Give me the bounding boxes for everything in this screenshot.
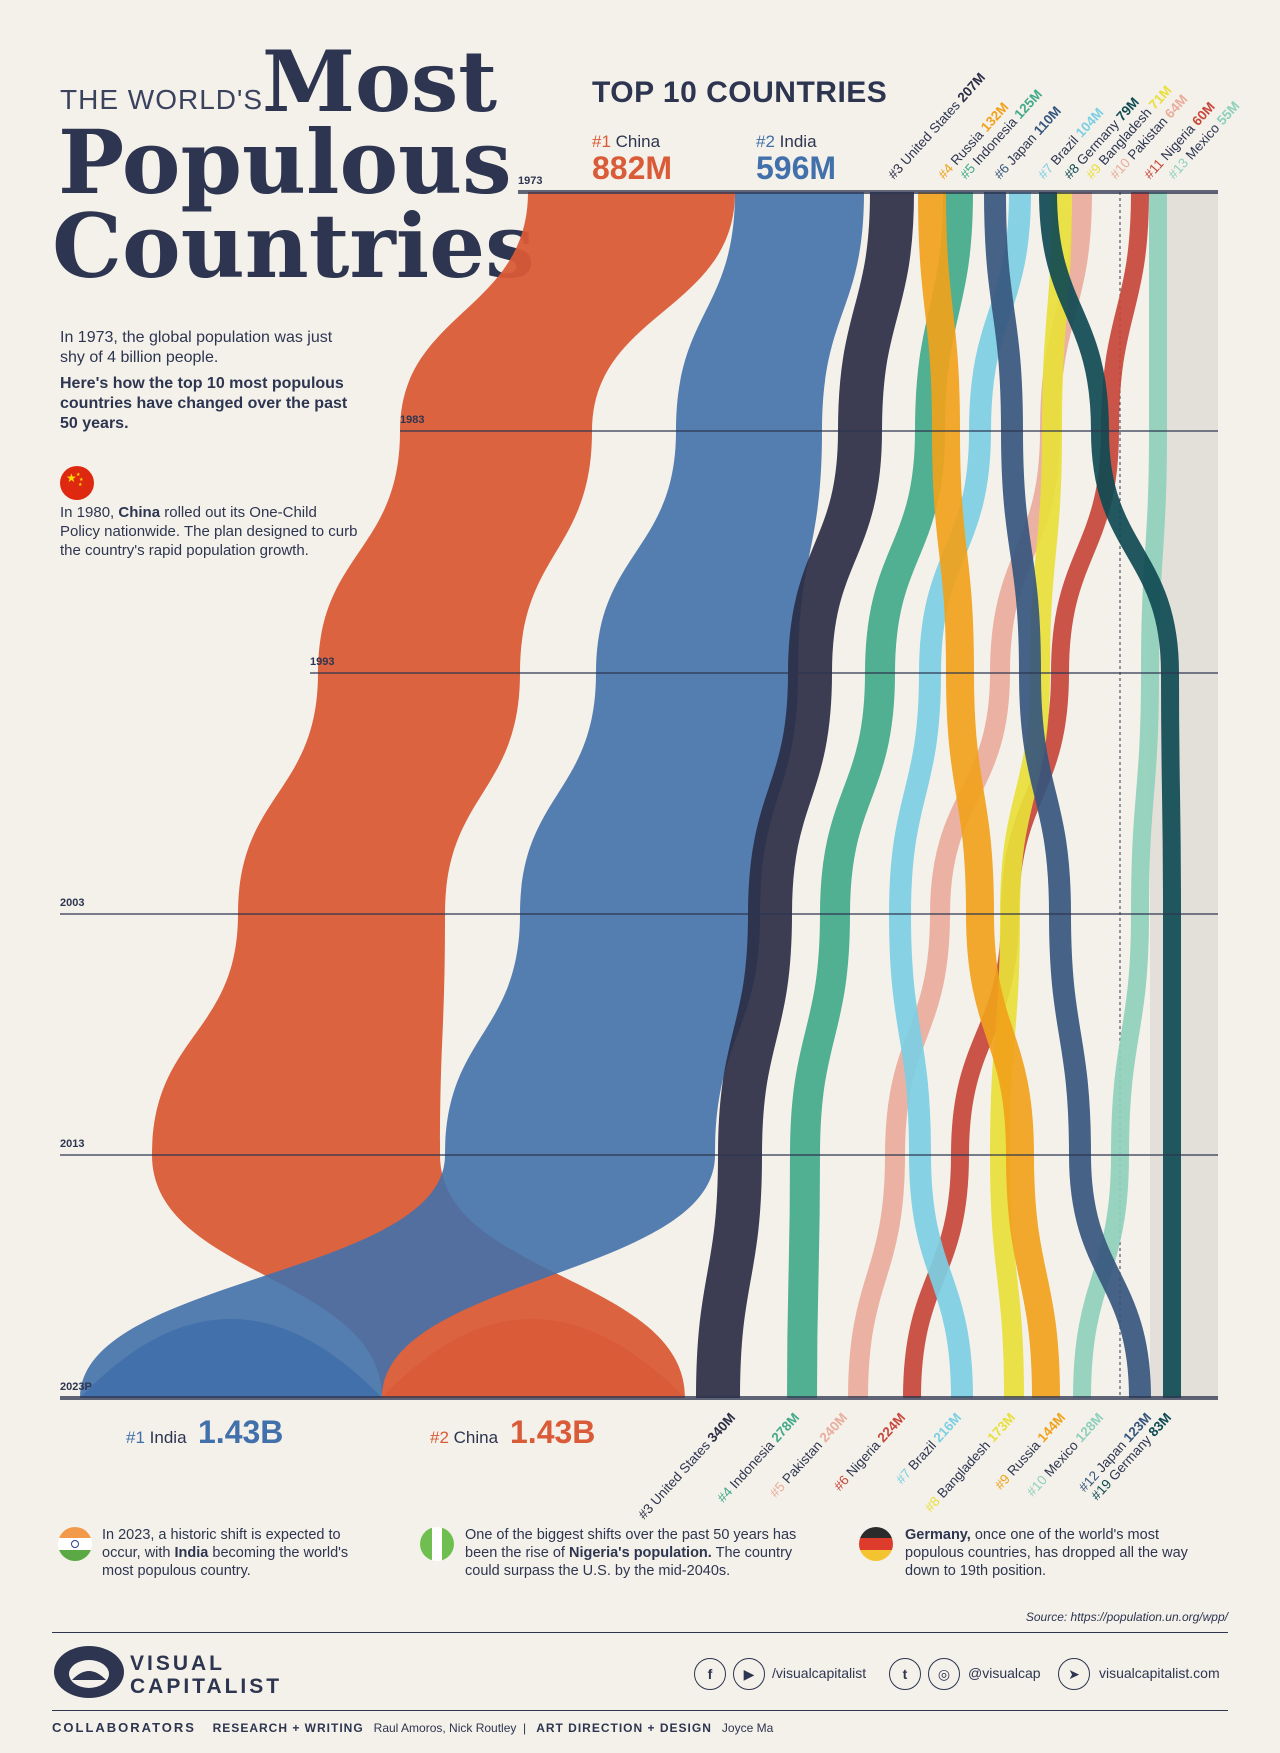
title-populous: Populous [58,110,512,214]
note-germany: Germany, once one of the world's most po… [905,1527,1188,1579]
vc-logo-text[interactable]: VISUAL CAPITALIST [130,1652,283,1698]
ribbon-mexico [1073,192,1167,1399]
start-rank-2: #2 India [756,132,817,151]
china-policy-note: In 1980, China rolled out its One-Child … [60,504,358,559]
china-end-mound [382,1319,685,1398]
note-nigeria: One of the biggest shifts over the past … [465,1527,797,1579]
youtube-icon[interactable]: ▶ [733,1658,765,1690]
svg-text:★: ★ [78,482,83,488]
china-flag-icon: ★ ★ ★ ★ [60,466,94,500]
india-flag-icon [58,1527,92,1561]
year-label-1993: 1993 [310,656,334,668]
twitter-handle-link[interactable]: @visualcap [968,1665,1041,1681]
credits-divider [52,1710,1228,1711]
start-rank-1: #1 China [592,132,661,151]
facebook-icon[interactable]: f [694,1658,726,1690]
ribbon-indonesia [787,191,973,1399]
ribbon-brazil [888,191,1031,1399]
end-rank-2: #2 China [430,1428,499,1447]
note-india: In 2023, a historic shift is expected to… [102,1527,349,1579]
source-text: Source: https://population.un.org/wpp/ [1025,1610,1228,1624]
twitter-icon[interactable]: t [889,1658,921,1690]
nigeria-flag-icon [420,1527,454,1561]
china-band [152,192,735,1398]
end-label-bangladesh: #8 Bangladesh 173M [922,1410,1019,1515]
start-value-2: 596M [756,150,837,186]
year-label-1983: 1983 [400,414,424,426]
facebook-handle-link[interactable]: /visualcapitalist [772,1665,867,1681]
india-band [80,192,864,1398]
year-label-2003: 2003 [60,897,84,909]
svg-text:★: ★ [79,477,84,483]
year-label-2013: 2013 [60,1138,84,1150]
start-value-1: 882M [592,150,673,186]
title-prefix: THE WORLD'S [60,84,264,115]
title-most: Most [262,32,498,131]
end-value-2: 1.43B [510,1414,596,1450]
title-countries: Countries [52,194,535,298]
vc-logo-icon [52,1644,126,1705]
ribbon-germany [1039,191,1182,1398]
year-label-2023P: 2023P [60,1381,92,1393]
footer-divider [52,1632,1228,1633]
website-link[interactable]: visualcapitalist.com [1099,1665,1220,1681]
cursor-icon[interactable]: ➤ [1058,1658,1090,1690]
end-rank-1: #1 India [126,1428,187,1447]
svg-text:★: ★ [66,471,77,485]
credits: COLLABORATORS RESEARCH + WRITING Raul Am… [52,1720,774,1735]
end-label-united-states: #3 United States 340M [635,1410,738,1522]
ribbon-bangladesh [989,191,1072,1399]
ribbon-russia [918,191,1060,1399]
germany-flag-icon [859,1527,893,1561]
instagram-icon[interactable]: ◎ [928,1658,960,1690]
india-end-mound [80,1319,382,1398]
ribbon-united-states [696,191,914,1399]
chart-header: TOP 10 COUNTRIES [592,76,888,109]
end-value-1: 1.43B [198,1414,284,1450]
svg-text:★: ★ [76,472,81,478]
year-label-1973: 1973 [518,175,542,187]
intro-text: In 1973, the global population was just … [60,329,333,366]
ribbon-japan [984,191,1151,1399]
intro-bold: Here's how the top 10 most populous coun… [60,375,348,432]
